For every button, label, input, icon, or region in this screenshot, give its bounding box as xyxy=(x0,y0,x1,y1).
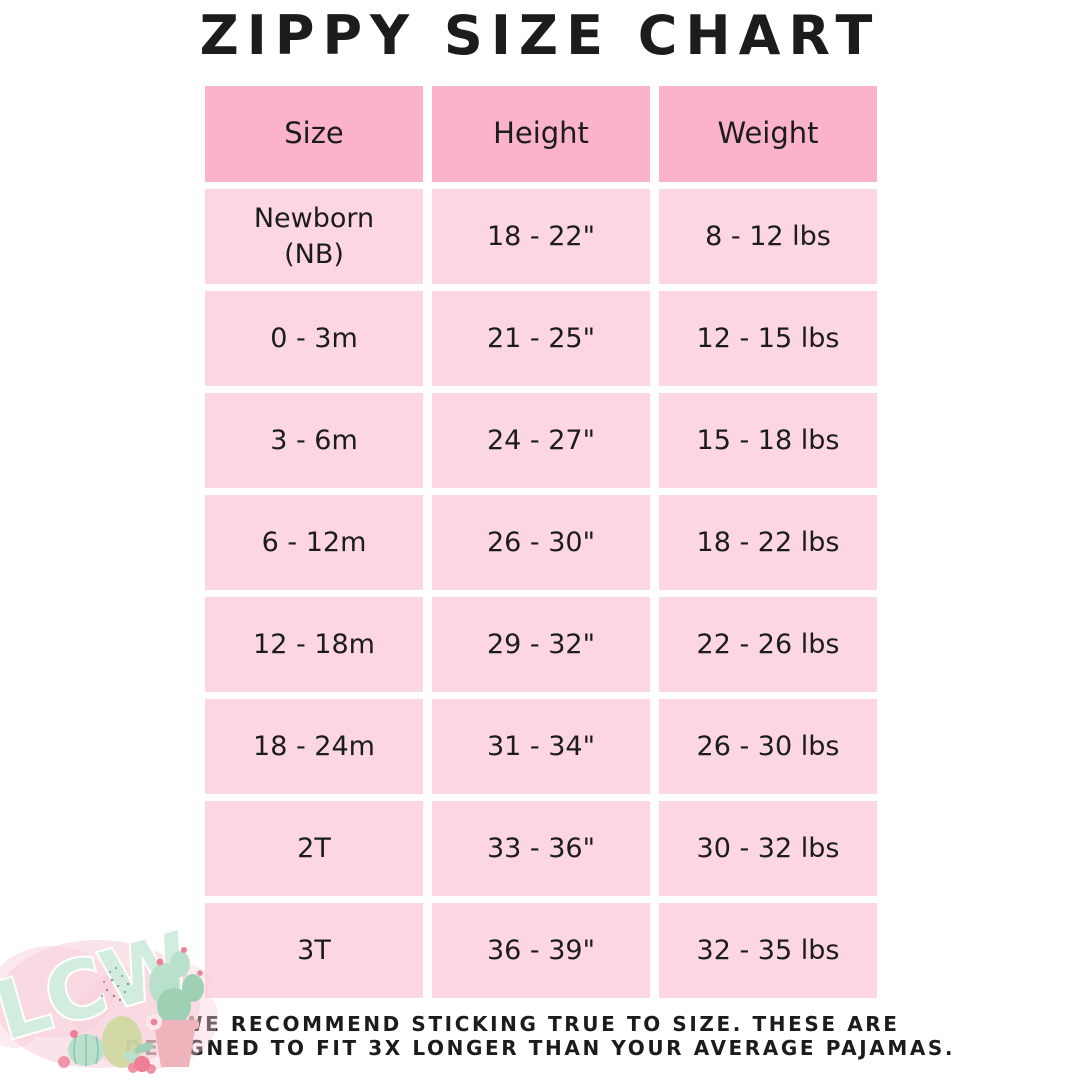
table-cell-r4-c2: 22 - 26 lbs xyxy=(659,597,877,692)
speckle-dots xyxy=(100,967,130,1002)
column-header-height: Height xyxy=(432,86,650,182)
table-cell-r7-c2: 32 - 35 lbs xyxy=(659,903,877,998)
column-header-size: Size xyxy=(205,86,423,182)
table-cell-r2-c2: 15 - 18 lbs xyxy=(659,393,877,488)
page-title: ZIPPY SIZE CHART xyxy=(199,4,881,67)
leaf-flower-accents xyxy=(58,1042,156,1074)
table-cell-r7-c0: 3T xyxy=(205,903,423,998)
table-cell-r6-c2: 30 - 32 lbs xyxy=(659,801,877,896)
table-cell-r6-c1: 33 - 36" xyxy=(432,801,650,896)
table-cell-r4-c0: 12 - 18m xyxy=(205,597,423,692)
footer-note: WE RECOMMEND STICKING TRUE TO SIZE. THES… xyxy=(0,1012,1080,1060)
table-cell-r6-c0: 2T xyxy=(205,801,423,896)
column-header-weight: Weight xyxy=(659,86,877,182)
table-cell-r4-c1: 29 - 32" xyxy=(432,597,650,692)
table-cell-r0-c0: Newborn (NB) xyxy=(205,189,423,284)
size-chart-table: Size Height Weight Newborn (NB) 18 - 22" 8 - … xyxy=(205,86,877,998)
table-cell-r5-c1: 31 - 34" xyxy=(432,699,650,794)
table-cell-r1-c1: 21 - 25" xyxy=(432,291,650,386)
table-cell-r1-c2: 12 - 15 lbs xyxy=(659,291,877,386)
footer-note-line-1: WE RECOMMEND STICKING TRUE TO SIZE. THES… xyxy=(180,1012,900,1036)
table-cell-r3-c2: 18 - 22 lbs xyxy=(659,495,877,590)
table-cell-r5-c2: 26 - 30 lbs xyxy=(659,699,877,794)
cactus-illustration xyxy=(149,947,204,1024)
table-cell-r1-c0: 0 - 3m xyxy=(205,291,423,386)
table-cell-r0-c1: 18 - 22" xyxy=(432,189,650,284)
flower-pot xyxy=(146,1014,199,1067)
table-cell-r3-c1: 26 - 30" xyxy=(432,495,650,590)
watermark: LCW xyxy=(0,922,218,1074)
table-cell-r7-c1: 36 - 39" xyxy=(432,903,650,998)
footer-note-line-2: DESIGNED TO FIT 3X LONGER THAN YOUR AVER… xyxy=(124,1036,956,1060)
table-cell-r0-c2: 8 - 12 lbs xyxy=(659,189,877,284)
table-cell-r2-c0: 3 - 6m xyxy=(205,393,423,488)
table-cell-r2-c1: 24 - 27" xyxy=(432,393,650,488)
table-cell-r3-c0: 6 - 12m xyxy=(205,495,423,590)
table-cell-r5-c0: 18 - 24m xyxy=(205,699,423,794)
round-cactus xyxy=(68,1030,104,1066)
